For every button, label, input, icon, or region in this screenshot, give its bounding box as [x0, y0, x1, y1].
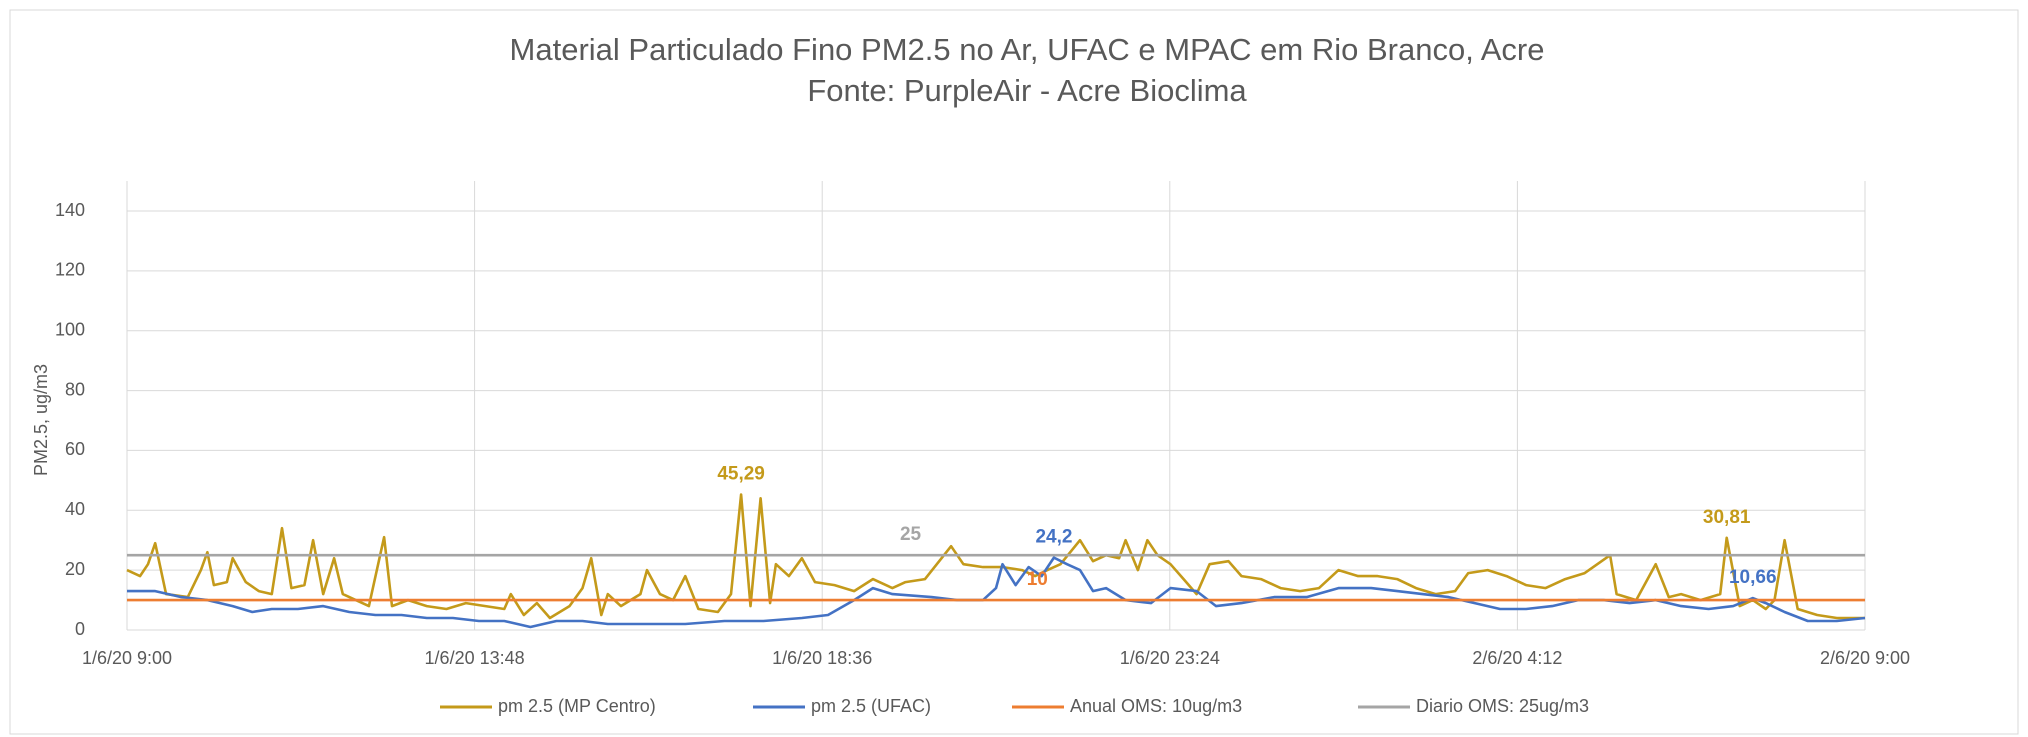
x-tick-label: 1/6/20 9:00	[82, 648, 172, 668]
y-tick-label: 60	[65, 439, 85, 459]
x-tick-label: 1/6/20 23:24	[1120, 648, 1220, 668]
chart-border	[9, 9, 2019, 735]
y-tick-label: 0	[75, 619, 85, 639]
y-tick-label: 140	[55, 200, 85, 220]
y-axis-label: PM2.5, ug/m3	[31, 364, 51, 476]
y-tick-label: 20	[65, 559, 85, 579]
y-tick-label: 100	[55, 319, 85, 339]
legend-label: pm 2.5 (UFAC)	[811, 696, 931, 716]
data-label: 10	[1027, 569, 1048, 590]
x-tick-label: 1/6/20 13:48	[425, 648, 525, 668]
chart-title: Material Particulado Fino PM2.5 no Ar, U…	[510, 32, 1545, 67]
data-label: 10,66	[1729, 567, 1777, 588]
chart-subtitle: Fonte: PurpleAir - Acre Bioclima	[807, 73, 1247, 108]
x-tick-label: 2/6/20 4:12	[1472, 648, 1562, 668]
legend-label: Diario OMS: 25ug/m3	[1416, 696, 1589, 716]
data-label: 25	[900, 524, 922, 545]
x-tick-label: 1/6/20 18:36	[772, 648, 872, 668]
legend-label: Anual OMS: 10ug/m3	[1070, 696, 1242, 716]
series-line	[126, 493, 1865, 620]
y-tick-label: 40	[65, 499, 85, 519]
data-label: 45,29	[717, 463, 765, 484]
x-tick-label: 2/6/20 9:00	[1820, 648, 1910, 668]
legend-label: pm 2.5 (MP Centro)	[498, 696, 656, 716]
y-tick-label: 80	[65, 379, 85, 399]
data-label: 30,81	[1703, 507, 1751, 528]
data-label: 24,2	[1035, 527, 1072, 548]
y-tick-label: 120	[55, 260, 85, 280]
